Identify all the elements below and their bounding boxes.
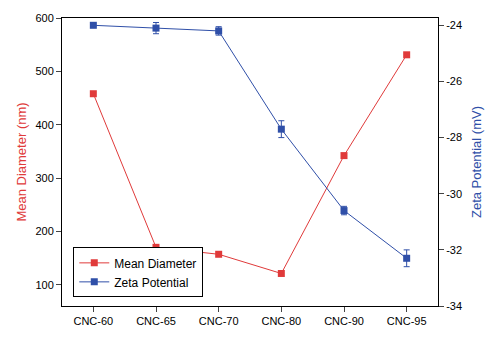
svg-text:CNC-60: CNC-60 — [73, 315, 113, 327]
svg-text:Zeta Potential (mV): Zeta Potential (mV) — [469, 106, 484, 218]
svg-text:Mean Diameter (nm): Mean Diameter (nm) — [14, 102, 29, 221]
svg-text:Zeta Potential: Zeta Potential — [114, 276, 188, 290]
svg-text:-30: -30 — [446, 188, 462, 200]
svg-text:CNC-70: CNC-70 — [199, 315, 239, 327]
svg-text:300: 300 — [35, 172, 53, 184]
svg-text:600: 600 — [35, 12, 53, 24]
svg-text:200: 200 — [35, 225, 53, 237]
svg-text:CNC-80: CNC-80 — [261, 315, 301, 327]
svg-text:CNC-95: CNC-95 — [387, 315, 427, 327]
svg-text:-26: -26 — [446, 75, 462, 87]
svg-text:Mean Diameter: Mean Diameter — [114, 257, 196, 271]
svg-text:CNC-65: CNC-65 — [136, 315, 176, 327]
svg-text:CNC-90: CNC-90 — [324, 315, 364, 327]
svg-text:500: 500 — [35, 65, 53, 77]
svg-text:-32: -32 — [446, 244, 462, 256]
svg-text:100: 100 — [35, 279, 53, 291]
svg-text:-24: -24 — [446, 19, 462, 31]
svg-text:400: 400 — [35, 119, 53, 131]
svg-text:-28: -28 — [446, 131, 462, 143]
svg-text:-34: -34 — [446, 300, 462, 312]
